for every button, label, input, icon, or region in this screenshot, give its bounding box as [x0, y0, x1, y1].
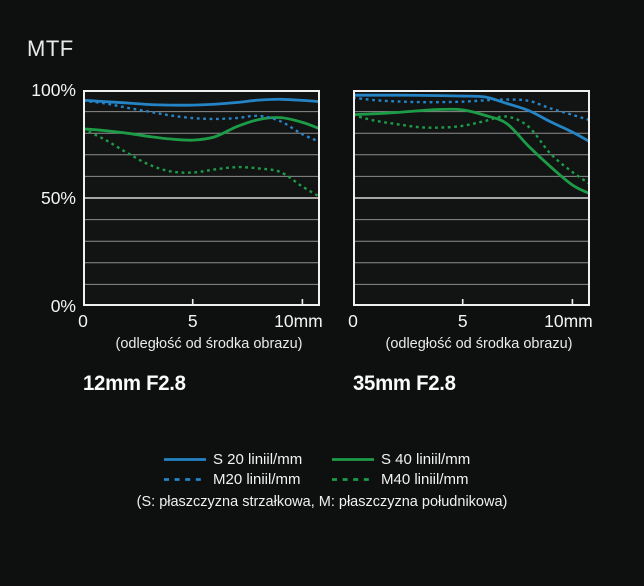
x-tick-label: 5: [457, 311, 468, 331]
chart-right: (odległość od środka obrazu) 35mm F2.8 0…: [348, 90, 593, 395]
legend-item-m40: M40 liniil/mm: [332, 471, 470, 488]
legend-item-s40: S 40 liniil/mm: [332, 451, 470, 468]
plot-area: [83, 90, 320, 306]
legend-swatch-s40-solid-line: [332, 458, 374, 461]
x-axis-caption: (odległość od środka obrazu): [115, 336, 303, 352]
series-m40-dashed: [353, 113, 590, 185]
x-axis-caption: (odległość od środka obrazu): [385, 336, 573, 352]
legend-item-s20: S 20 liniil/mm: [164, 451, 332, 468]
y-tick-label: 50%: [40, 188, 76, 208]
y-tick-label: 0%: [50, 296, 76, 316]
plot-border: [353, 90, 590, 306]
legend-item-m20: M20 liniil/mm: [164, 471, 332, 488]
x-tick-label: 0: [78, 311, 88, 331]
series-s20-solid: [353, 93, 590, 144]
x-tick-label: 0: [348, 311, 358, 331]
x-tick-label: 10mm: [274, 311, 323, 331]
y-tick-label: 100%: [31, 80, 76, 100]
legend-swatch-m20-dashed-line: [164, 478, 206, 481]
chart-left: (odległość od środka obrazu) 12mm F2.8 0…: [31, 80, 323, 395]
legend-label: M20 liniil/mm: [213, 471, 301, 488]
legend-swatch-s20-solid-line: [164, 458, 206, 461]
plot-border: [83, 90, 320, 306]
lens-title: 12mm F2.8: [83, 372, 186, 395]
legend-grid: S 20 liniil/mm S 40 liniil/mm M20 liniil…: [164, 451, 470, 488]
x-tick-label: 5: [187, 311, 198, 331]
series-m20-dashed: [83, 99, 320, 143]
series-s20-solid: [83, 97, 320, 107]
figure-title: MTF: [27, 36, 74, 61]
legend: S 20 liniil/mm S 40 liniil/mm M20 liniil…: [164, 451, 470, 488]
legend-label: S 40 liniil/mm: [381, 451, 471, 468]
lens-title: 35mm F2.8: [353, 372, 456, 395]
series-s40-solid: [83, 116, 320, 142]
legend-swatch-m40-dashed-line: [332, 478, 374, 481]
legend-label: M40 liniil/mm: [381, 471, 469, 488]
legend-caption: (S: płaszczyzna strzałkowa, M: płaszczyz…: [136, 494, 508, 510]
x-tick-label: 10mm: [544, 311, 593, 331]
plot-area: [353, 90, 590, 306]
series-s40-solid: [353, 107, 590, 195]
series-m20-dashed: [353, 96, 590, 122]
legend-label: S 20 liniil/mm: [213, 451, 303, 468]
